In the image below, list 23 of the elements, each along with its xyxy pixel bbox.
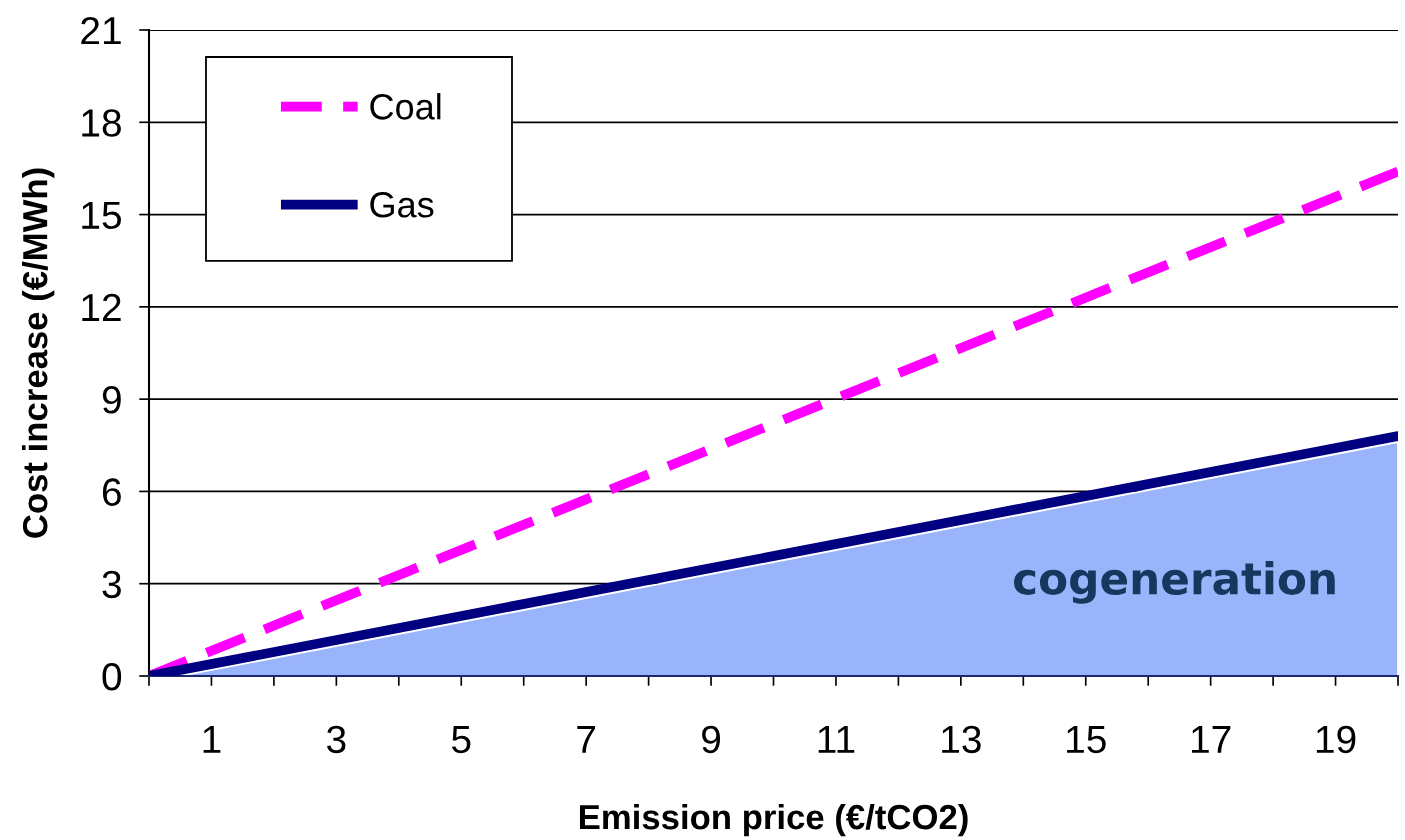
x-tick-label: 9 bbox=[702, 725, 721, 754]
x-tick-label: 3 bbox=[327, 725, 346, 754]
y-axis-title: Cost increase (€/MWh) bbox=[21, 168, 55, 538]
legend-label: Gas bbox=[370, 192, 434, 218]
x-tick-label: 1 bbox=[203, 726, 221, 753]
x-tick-label: 7 bbox=[577, 726, 596, 753]
legend-label: Coal bbox=[370, 93, 441, 120]
x-tick-label: 15 bbox=[1067, 726, 1106, 754]
x-tick-label: 11 bbox=[818, 726, 855, 753]
y-tick-label: 12 bbox=[82, 293, 121, 321]
x-tick-label: 19 bbox=[1316, 725, 1356, 754]
x-axis-title: Emission price (€/tCO2) bbox=[579, 803, 968, 837]
y-tick-label: 18 bbox=[82, 109, 121, 137]
y-tick-label: 21 bbox=[81, 16, 121, 45]
y-tick-label: 0 bbox=[102, 662, 122, 691]
x-tick-label: 17 bbox=[1191, 726, 1231, 753]
series-label: cogeneration bbox=[1014, 561, 1335, 604]
y-tick-label: 3 bbox=[102, 570, 121, 599]
x-tick-label: 13 bbox=[942, 725, 981, 754]
y-tick-label: 6 bbox=[102, 478, 121, 506]
y-tick-label: 9 bbox=[102, 386, 121, 414]
y-tick-label: 15 bbox=[82, 201, 121, 230]
x-tick-label: 5 bbox=[451, 726, 471, 754]
